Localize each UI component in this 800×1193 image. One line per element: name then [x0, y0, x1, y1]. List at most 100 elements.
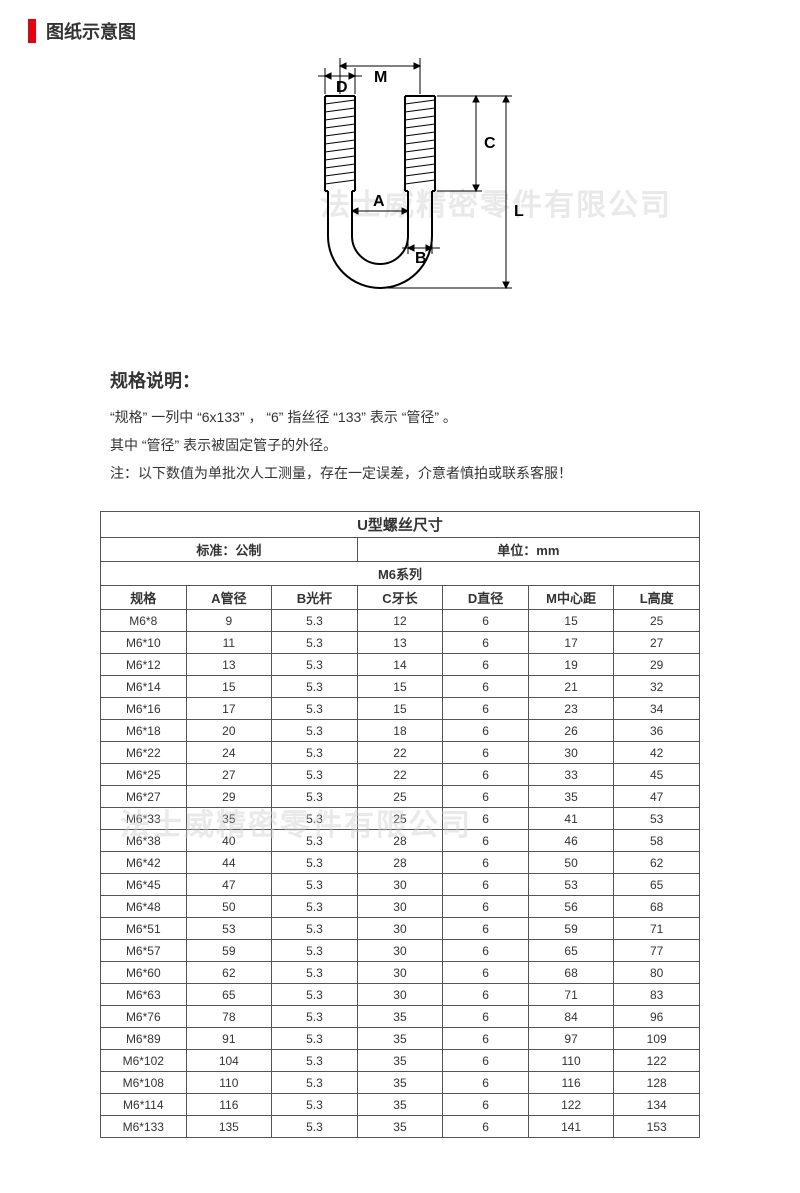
table-cell: 84: [528, 1006, 614, 1028]
size-table: U型螺丝尺寸 标准：公制 单位：mm M6系列 规格A管径B光杆C牙长D直径M中…: [100, 511, 700, 1138]
table-cell: 6: [443, 1028, 529, 1050]
table-cell: 29: [186, 786, 272, 808]
table-cell: 97: [528, 1028, 614, 1050]
table-cell: 153: [614, 1116, 700, 1138]
table-cell: 5.3: [272, 940, 358, 962]
table-cell: 6: [443, 940, 529, 962]
table-cell: 6: [443, 874, 529, 896]
table-cell: 77: [614, 940, 700, 962]
table-row: M6*89915.335697109: [101, 1028, 700, 1050]
table-cell: M6*10: [101, 632, 187, 654]
table-cell: 5.3: [272, 654, 358, 676]
table-cell: 21: [528, 676, 614, 698]
table-cell: M6*48: [101, 896, 187, 918]
table-cell: 5.3: [272, 1094, 358, 1116]
table-row: M6*51535.33065971: [101, 918, 700, 940]
table-cell: 5.3: [272, 720, 358, 742]
table-cell: 65: [614, 874, 700, 896]
table-cell: 5.3: [272, 1050, 358, 1072]
table-cell: 59: [528, 918, 614, 940]
dim-label-m: M: [374, 69, 387, 86]
table-cell: 13: [357, 632, 443, 654]
table-cell: 41: [528, 808, 614, 830]
table-cell: 50: [186, 896, 272, 918]
table-cell: 15: [357, 676, 443, 698]
table-cell: 6: [443, 676, 529, 698]
table-cell: 5.3: [272, 808, 358, 830]
table-cell: 30: [357, 984, 443, 1006]
table-cell: 35: [357, 1028, 443, 1050]
table-cell: M6*108: [101, 1072, 187, 1094]
table-row: M6*48505.33065668: [101, 896, 700, 918]
spec-note: 注：以下数值为单批次人工测量，存在一定误差，介意者慎拍或联系客服！: [110, 459, 690, 487]
table-cell: M6*25: [101, 764, 187, 786]
table-cell: 6: [443, 764, 529, 786]
table-cell: 29: [614, 654, 700, 676]
table-cell: 6: [443, 1094, 529, 1116]
table-cell: 68: [528, 962, 614, 984]
table-cell: 62: [186, 962, 272, 984]
table-cell: 5.3: [272, 610, 358, 632]
table-cell: 68: [614, 896, 700, 918]
table-cell: M6*45: [101, 874, 187, 896]
table-cell: 5.3: [272, 984, 358, 1006]
table-row: M6*1081105.3356116128: [101, 1072, 700, 1094]
table-cell: 15: [186, 676, 272, 698]
u-bolt-diagram: D M A B C L: [230, 56, 570, 346]
table-cell: 35: [357, 1050, 443, 1072]
table-cell: 35: [528, 786, 614, 808]
table-unit: 单位：mm: [357, 538, 699, 562]
table-cell: 116: [186, 1094, 272, 1116]
table-cell: 6: [443, 786, 529, 808]
table-cell: M6*12: [101, 654, 187, 676]
table-cell: 25: [614, 610, 700, 632]
table-cell: 128: [614, 1072, 700, 1094]
table-column-header: L高度: [614, 586, 700, 610]
table-cell: 135: [186, 1116, 272, 1138]
table-cell: 40: [186, 830, 272, 852]
table-cell: M6*89: [101, 1028, 187, 1050]
diagram-container: D M A B C L: [0, 56, 800, 361]
table-cell: 28: [357, 852, 443, 874]
dim-label-d: D: [336, 79, 348, 96]
table-cell: 53: [528, 874, 614, 896]
table-row: M6*63655.33067183: [101, 984, 700, 1006]
table-cell: 6: [443, 632, 529, 654]
table-cell: 17: [186, 698, 272, 720]
table-cell: 6: [443, 852, 529, 874]
table-cell: 14: [357, 654, 443, 676]
table-cell: M6*51: [101, 918, 187, 940]
table-cell: 20: [186, 720, 272, 742]
table-cell: 110: [186, 1072, 272, 1094]
table-cell: M6*14: [101, 676, 187, 698]
table-cell: 5.3: [272, 764, 358, 786]
table-cell: M6*27: [101, 786, 187, 808]
table-row: M6*12135.31461929: [101, 654, 700, 676]
table-row: 标准：公制 单位：mm: [101, 538, 700, 562]
table-cell: 6: [443, 918, 529, 940]
table-cell: 22: [357, 742, 443, 764]
table-cell: 62: [614, 852, 700, 874]
table-row: M6*895.31261525: [101, 610, 700, 632]
table-cell: 35: [357, 1072, 443, 1094]
table-cell: 58: [614, 830, 700, 852]
table-cell: 30: [357, 874, 443, 896]
table-row: M6系列: [101, 562, 700, 586]
table-row: M6*22245.32263042: [101, 742, 700, 764]
table-cell: 5.3: [272, 676, 358, 698]
table-column-header: C牙长: [357, 586, 443, 610]
table-cell: 65: [528, 940, 614, 962]
table-cell: 42: [614, 742, 700, 764]
table-cell: 6: [443, 896, 529, 918]
table-cell: 6: [443, 610, 529, 632]
table-cell: 6: [443, 1072, 529, 1094]
table-cell: 19: [528, 654, 614, 676]
table-cell: 5.3: [272, 742, 358, 764]
table-header-row: 规格A管径B光杆C牙长D直径M中心距L高度: [101, 586, 700, 610]
table-cell: 5.3: [272, 1116, 358, 1138]
table-cell: M6*38: [101, 830, 187, 852]
table-cell: 15: [528, 610, 614, 632]
table-cell: 17: [528, 632, 614, 654]
table-cell: 5.3: [272, 786, 358, 808]
spec-title: 规格说明：: [110, 367, 690, 393]
